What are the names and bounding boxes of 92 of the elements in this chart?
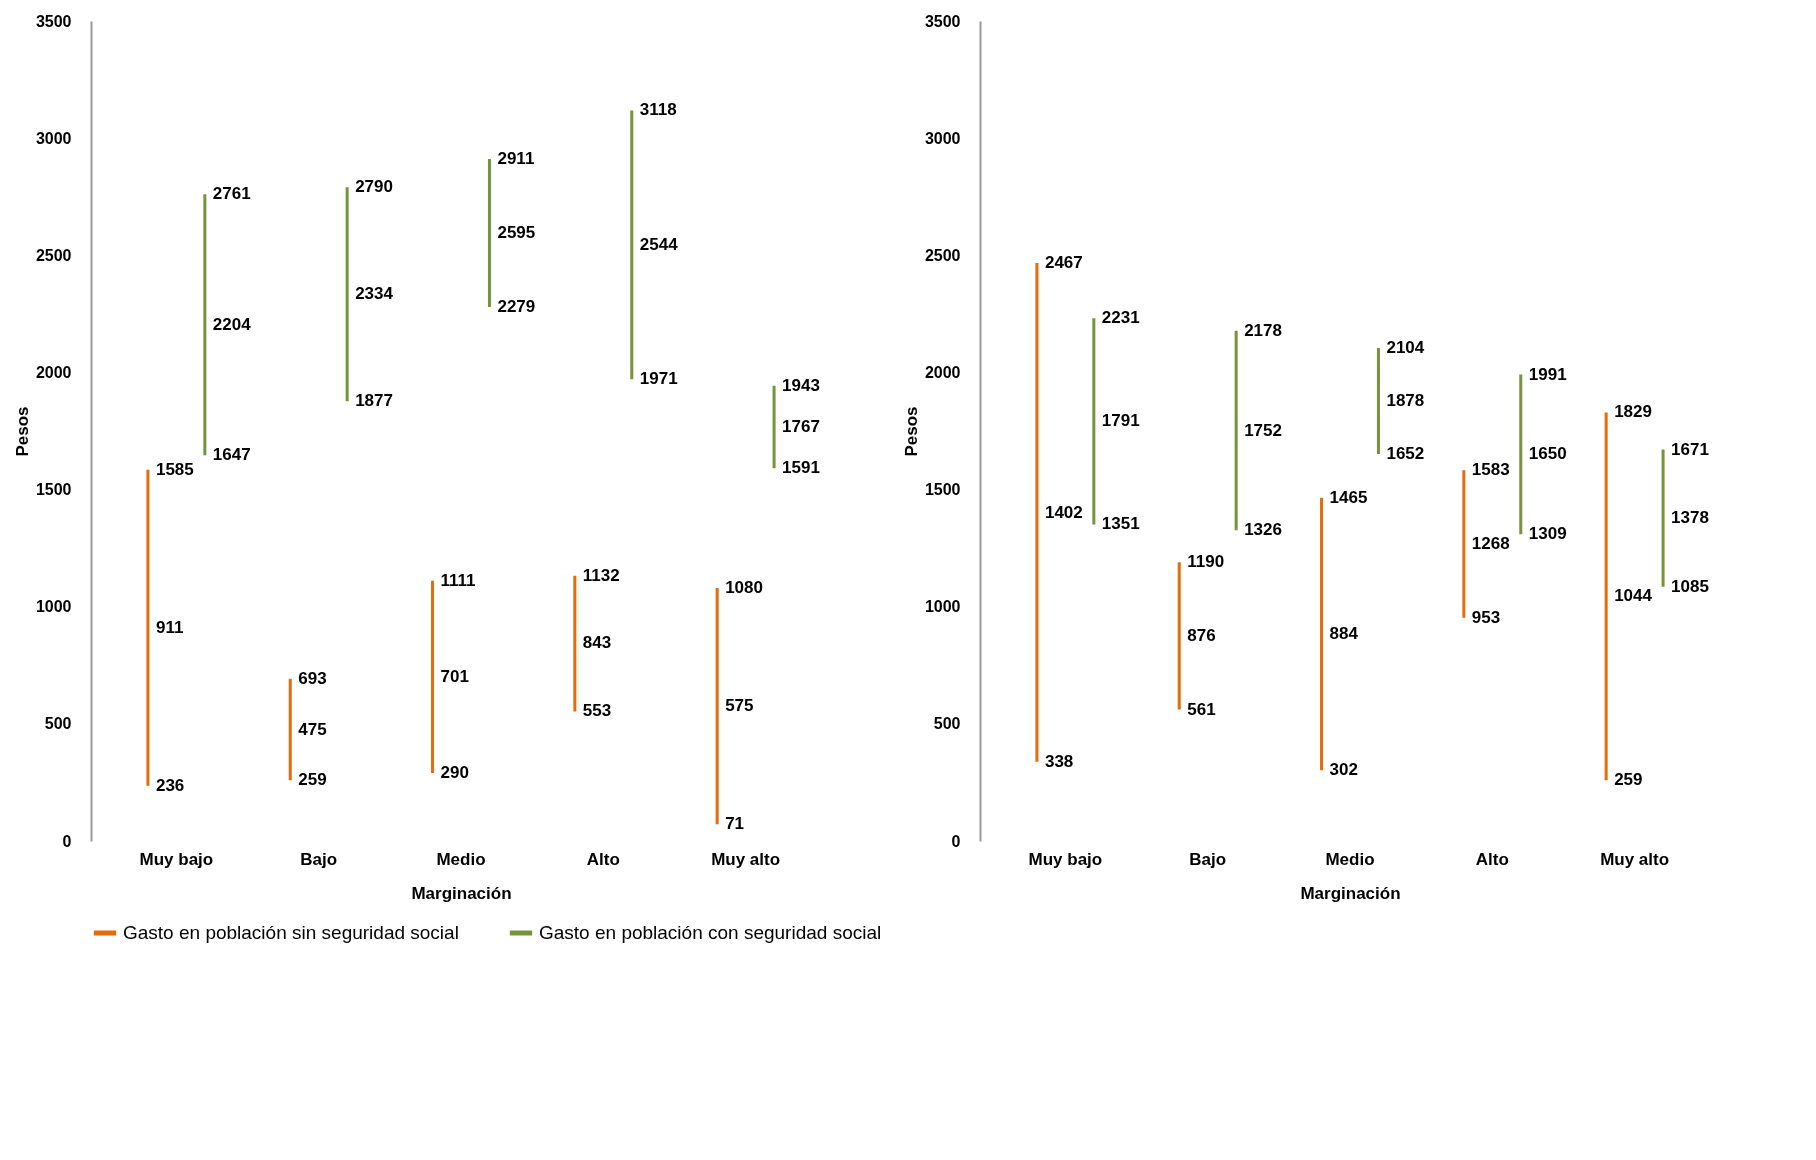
data-label: 2544 — [639, 234, 679, 254]
x-tick-label: Muy alto — [1600, 849, 1670, 869]
data-label: 302 — [1329, 760, 1358, 780]
data-label: 1309 — [1528, 524, 1567, 544]
data-label: 236 — [155, 775, 185, 795]
data-label: 259 — [298, 770, 327, 790]
data-label: 2178 — [1244, 320, 1282, 340]
data-label: 3118 — [639, 100, 677, 120]
data-label: 701 — [440, 666, 469, 686]
data-label: 1877 — [355, 391, 393, 411]
data-label: 553 — [582, 701, 612, 721]
data-label: 1402 — [1044, 502, 1083, 522]
data-label: 1111 — [440, 570, 476, 590]
x-tick-label: Bajo — [1189, 849, 1227, 869]
data-label: 1465 — [1329, 487, 1368, 507]
x-tick-label: Medio — [436, 849, 486, 869]
data-label: 1767 — [782, 417, 820, 437]
x-tick-label: Muy bajo — [1028, 849, 1103, 869]
y-tick-label: 3000 — [35, 129, 72, 147]
data-label: 2279 — [497, 297, 536, 317]
data-label: 290 — [440, 763, 469, 783]
data-label: 2204 — [212, 314, 252, 334]
x-tick-label: Medio — [1325, 849, 1375, 869]
data-label: 1791 — [1101, 411, 1140, 431]
data-label: 2911 — [497, 148, 535, 168]
data-label: 1583 — [1471, 460, 1510, 480]
y-tick-label: 1500 — [35, 481, 72, 499]
y-axis-title: Pesos — [12, 406, 32, 457]
y-tick-label: 0 — [62, 832, 72, 850]
data-label: 575 — [725, 696, 754, 716]
data-label: 71 — [725, 814, 745, 834]
data-label: 1671 — [1671, 439, 1709, 459]
data-label: 693 — [298, 668, 327, 688]
data-label: 1585 — [155, 459, 194, 479]
data-label: 953 — [1471, 607, 1501, 627]
legend-label: Gasto en población sin seguridad social — [123, 922, 459, 943]
y-tick-label: 1000 — [35, 598, 72, 616]
data-label: 2595 — [497, 223, 536, 243]
data-label: 1943 — [782, 375, 820, 395]
y-tick-label: 2500 — [35, 246, 72, 264]
y-tick-label: 3500 — [924, 12, 961, 30]
data-label: 2334 — [355, 284, 394, 304]
y-tick-label: 2000 — [924, 363, 961, 381]
y-tick-label: 0 — [951, 832, 961, 850]
y-tick-label: 2500 — [924, 246, 961, 264]
data-label: 1591 — [782, 458, 820, 478]
y-tick-label: 500 — [933, 715, 961, 733]
data-label: 1378 — [1671, 508, 1709, 528]
data-label: 1326 — [1244, 520, 1282, 540]
data-label: 843 — [582, 633, 612, 653]
data-label: 1132 — [582, 565, 620, 585]
data-label: 1878 — [1386, 391, 1425, 411]
x-tick-label: Muy alto — [711, 849, 781, 869]
data-label: 338 — [1044, 751, 1074, 771]
data-label: 876 — [1187, 625, 1216, 645]
data-label: 2231 — [1101, 308, 1140, 328]
data-label: 911 — [155, 617, 184, 637]
y-tick-label: 1500 — [924, 481, 961, 499]
x-tick-label: Muy bajo — [139, 849, 214, 869]
data-label: 1351 — [1101, 514, 1140, 534]
data-label: 561 — [1187, 699, 1216, 719]
y-tick-label: 1000 — [924, 598, 961, 616]
data-label: 1991 — [1528, 364, 1567, 384]
data-label: 259 — [1614, 770, 1643, 790]
data-label: 1752 — [1244, 420, 1282, 440]
data-label: 1268 — [1471, 533, 1510, 553]
data-label: 884 — [1329, 623, 1359, 643]
y-axis-title: Pesos — [901, 406, 921, 457]
data-label: 1971 — [639, 369, 678, 389]
data-label: 1650 — [1528, 444, 1567, 464]
data-label: 1085 — [1671, 576, 1709, 596]
data-label: 1080 — [725, 577, 763, 597]
data-label: 2467 — [1044, 253, 1083, 273]
y-tick-label: 3000 — [924, 129, 961, 147]
legend-label: Gasto en población con seguridad social — [539, 922, 882, 943]
y-tick-label: 2000 — [35, 363, 72, 381]
x-tick-label: Bajo — [300, 849, 338, 869]
data-label: 1044 — [1614, 586, 1653, 606]
data-label: 2790 — [355, 177, 393, 197]
data-label: 1829 — [1614, 402, 1652, 422]
data-label: 475 — [298, 719, 327, 739]
data-label: 1647 — [212, 445, 251, 465]
data-label: 1190 — [1187, 552, 1225, 572]
x-axis-title: Marginación — [1300, 883, 1401, 903]
data-label: 1652 — [1386, 443, 1425, 463]
x-tick-label: Alto — [1475, 849, 1509, 869]
y-tick-label: 3500 — [35, 12, 72, 30]
x-axis-title: Marginación — [411, 883, 512, 903]
data-label: 2761 — [212, 184, 251, 204]
x-tick-label: Alto — [586, 849, 620, 869]
data-label: 2104 — [1386, 338, 1425, 358]
y-tick-label: 500 — [44, 715, 72, 733]
